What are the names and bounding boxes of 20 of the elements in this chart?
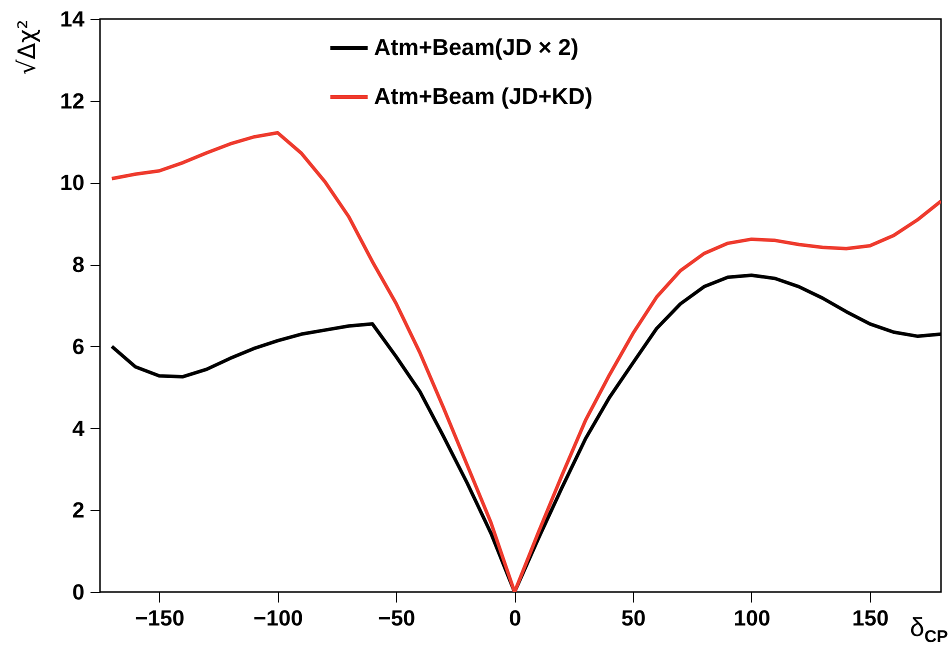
y-tick-label: 4 — [72, 416, 86, 441]
y-tick-label: 14 — [60, 6, 86, 32]
line-series — [110, 131, 941, 592]
y-tick-label: 8 — [72, 252, 84, 278]
x-tick-label: 100 — [734, 606, 770, 630]
x-tick-label: −50 — [378, 606, 416, 630]
legend-label: Atm+Beam(JD × 2) — [374, 34, 579, 60]
x-tick-label: 0 — [508, 606, 522, 630]
y-tick-label: 10 — [60, 170, 84, 196]
x-tick-label: −100 — [253, 606, 303, 630]
x-tick-label: −150 — [134, 606, 185, 630]
x-axis-title: δ$_{CP}$ — [910, 612, 948, 648]
y-tick-label: 2 — [72, 498, 84, 523]
y-tick-label: 12 — [60, 88, 84, 114]
y-axis-title: √Δχ² — [13, 20, 42, 75]
legend-label: Atm+Beam (JD+KD) — [374, 83, 593, 109]
x-tick-label: 150 — [852, 606, 889, 630]
x-tick-label: 50 — [621, 606, 646, 630]
y-tick-label: 6 — [72, 334, 84, 359]
y-tick-label: 0 — [72, 580, 84, 604]
